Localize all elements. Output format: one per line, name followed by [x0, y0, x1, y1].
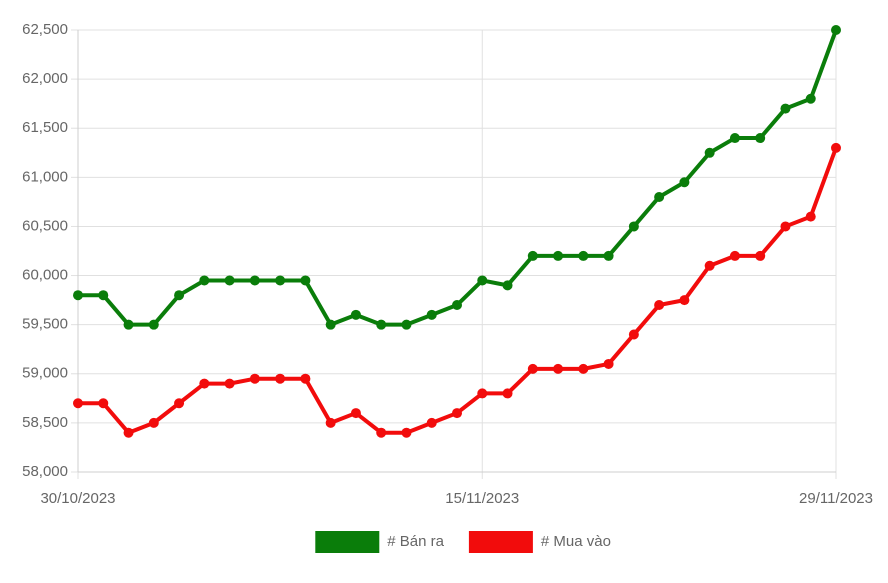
data-point: [98, 398, 109, 409]
data-point: [148, 417, 159, 428]
data-point: [831, 25, 841, 35]
y-tick-label: 58,000: [22, 463, 68, 480]
data-point: [603, 250, 614, 261]
y-tick-label: 61,000: [22, 168, 68, 185]
y-tick-label: 60,000: [22, 267, 68, 284]
y-tick-label: 59,000: [22, 365, 68, 382]
data-point: [350, 309, 361, 320]
data-point: [300, 275, 311, 286]
y-tick-label: 59,500: [22, 316, 68, 333]
data-point: [224, 275, 235, 286]
data-point: [199, 275, 210, 286]
data-point: [73, 398, 83, 409]
data-point: [780, 221, 791, 232]
data-point: [553, 363, 564, 374]
legend-label: # Mua vào: [541, 533, 611, 550]
y-tick-label: 62,000: [22, 70, 68, 87]
data-point: [628, 329, 639, 340]
data-point: [780, 103, 791, 114]
data-point: [249, 373, 260, 384]
data-point: [578, 363, 589, 374]
data-point: [578, 250, 589, 261]
data-point: [148, 319, 159, 330]
data-point: [527, 363, 538, 374]
data-point: [401, 319, 412, 330]
y-tick-label: 62,500: [22, 21, 68, 38]
x-tick-label: 15/11/2023: [445, 490, 519, 507]
data-point: [729, 133, 740, 144]
legend-label: # Bán ra: [387, 533, 444, 550]
data-point: [174, 290, 185, 301]
data-point: [603, 358, 614, 369]
data-point: [350, 408, 361, 419]
data-point: [123, 319, 134, 330]
data-point: [224, 378, 235, 389]
data-point: [249, 275, 260, 286]
data-point: [426, 417, 437, 428]
data-point: [123, 427, 134, 438]
data-point: [527, 250, 538, 261]
data-point: [729, 250, 740, 261]
data-point: [426, 309, 437, 320]
data-point: [98, 290, 109, 301]
legend-swatch: [468, 531, 533, 553]
legend-swatch: [315, 531, 380, 553]
data-point: [199, 378, 210, 389]
data-point: [654, 191, 665, 202]
y-tick-label: 58,500: [22, 414, 68, 431]
data-point: [805, 211, 816, 222]
data-point: [502, 388, 513, 399]
x-tick-label: 30/10/2023: [40, 490, 115, 507]
data-point: [477, 388, 488, 399]
data-point: [628, 221, 639, 232]
series-line: [78, 147, 838, 435]
data-point: [376, 427, 387, 438]
y-tick-label: 60,500: [22, 217, 68, 234]
data-point: [452, 408, 462, 419]
data-point: [452, 300, 462, 311]
y-tick-label: 61,500: [22, 119, 68, 136]
data-point: [679, 177, 690, 188]
data-point: [73, 290, 83, 301]
data-point: [805, 93, 816, 104]
data-point: [325, 417, 336, 428]
data-point: [401, 427, 412, 438]
data-point: [275, 275, 286, 286]
data-point: [376, 319, 387, 330]
data-point: [704, 147, 715, 158]
data-point: [275, 373, 286, 384]
data-point: [300, 373, 311, 384]
data-point: [502, 280, 513, 291]
data-point: [679, 295, 690, 306]
data-point: [174, 398, 185, 409]
data-point: [755, 133, 766, 144]
data-point: [755, 250, 766, 261]
data-point: [704, 260, 715, 271]
data-point: [553, 250, 564, 261]
data-point: [654, 300, 665, 311]
data-point: [325, 319, 336, 330]
data-point: [831, 142, 841, 153]
data-point: [477, 275, 488, 286]
x-tick-label: 29/11/2023: [799, 490, 873, 507]
